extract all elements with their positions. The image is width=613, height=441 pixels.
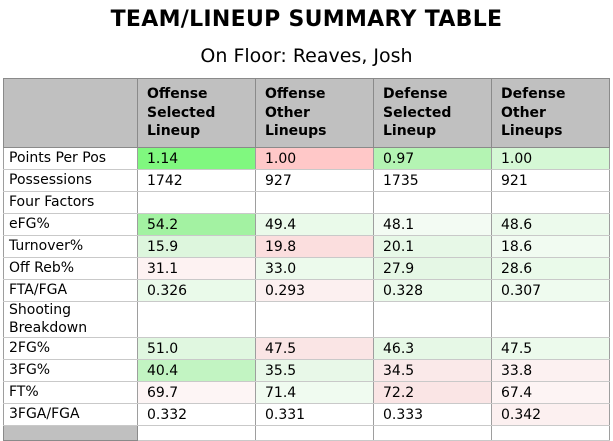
row-label: Off Reb% [3, 257, 138, 280]
stat-cell: 0.331 [255, 403, 374, 426]
stat-cell: 0.332 [137, 403, 256, 426]
stat-cell: 20.1 [373, 235, 492, 258]
column-header-defense-selected: Defense Selected Lineup [373, 78, 492, 148]
row-label: 3FG% [3, 359, 138, 382]
stat-cell: 54.2 [137, 213, 256, 236]
row-label: Turnover% [3, 235, 138, 258]
column-header-offense-selected: Offense Selected Lineup [137, 78, 256, 148]
stat-cell: 47.5 [255, 337, 374, 360]
stat-cell: 47.5 [491, 337, 610, 360]
stat-cell: 1.00 [255, 147, 374, 170]
stat-cell: 0.307 [491, 279, 610, 302]
stat-cell [491, 425, 610, 441]
section-label: Shooting Breakdown [3, 301, 138, 338]
row-label: FT% [3, 381, 138, 404]
stat-cell: 0.326 [137, 279, 256, 302]
stat-cell: 33.8 [491, 359, 610, 382]
row-label: Possessions [3, 169, 138, 192]
stat-cell [137, 301, 256, 338]
page-title: TEAM/LINEUP SUMMARY TABLE [110, 7, 503, 32]
stat-cell [255, 191, 374, 214]
stat-cell: 34.5 [373, 359, 492, 382]
clipped-next-row [3, 425, 610, 441]
table-row: Turnover% 15.9 19.8 20.1 18.6 [3, 235, 610, 258]
table-row: FT% 69.7 71.4 72.2 67.4 [3, 381, 610, 404]
table-row: 3FG% 40.4 35.5 34.5 33.8 [3, 359, 610, 382]
table-row: 2FG% 51.0 47.5 46.3 47.5 [3, 337, 610, 360]
stat-cell: 35.5 [255, 359, 374, 382]
section-label: Four Factors [3, 191, 138, 214]
stat-cell: 67.4 [491, 381, 610, 404]
section-row: Shooting Breakdown [3, 301, 610, 338]
row-label: eFG% [3, 213, 138, 236]
stat-cell [255, 425, 374, 441]
stat-cell: 51.0 [137, 337, 256, 360]
stat-cell: 0.97 [373, 147, 492, 170]
stat-cell: 48.6 [491, 213, 610, 236]
stat-cell: 0.342 [491, 403, 610, 426]
stat-cell: 69.7 [137, 381, 256, 404]
stat-cell [491, 301, 610, 338]
stat-cell: 921 [491, 169, 610, 192]
stat-cell: 33.0 [255, 257, 374, 280]
stat-cell: 27.9 [373, 257, 492, 280]
stat-cell: 1.00 [491, 147, 610, 170]
stat-cell: 0.333 [373, 403, 492, 426]
row-label: FTA/FGA [3, 279, 138, 302]
stat-cell [373, 301, 492, 338]
table-row: FTA/FGA 0.326 0.293 0.328 0.307 [3, 279, 610, 302]
stat-cell: 15.9 [137, 235, 256, 258]
stat-cell: 927 [255, 169, 374, 192]
on-floor-subtitle: On Floor: Reaves, Josh [200, 45, 413, 67]
table-row: eFG% 54.2 49.4 48.1 48.6 [3, 213, 610, 236]
stat-cell: 1742 [137, 169, 256, 192]
stat-cell: 49.4 [255, 213, 374, 236]
stat-cell: 28.6 [491, 257, 610, 280]
table-row: Points Per Pos 1.14 1.00 0.97 1.00 [3, 147, 610, 170]
stat-cell: 18.6 [491, 235, 610, 258]
stat-cell: 72.2 [373, 381, 492, 404]
stat-cell: 48.1 [373, 213, 492, 236]
stat-cell: 1.14 [137, 147, 256, 170]
stat-cell: 0.293 [255, 279, 374, 302]
column-header-offense-other: Offense Other Lineups [255, 78, 374, 148]
table-row: 3FGA/FGA 0.332 0.331 0.333 0.342 [3, 403, 610, 426]
stat-cell: 0.328 [373, 279, 492, 302]
stat-cell: 40.4 [137, 359, 256, 382]
stat-cell: 31.1 [137, 257, 256, 280]
stat-cell [137, 191, 256, 214]
row-label: Points Per Pos [3, 147, 138, 170]
table-row: Possessions 1742 927 1735 921 [3, 169, 610, 192]
corner-cell [3, 78, 138, 148]
summary-table: Offense Selected Lineup Offense Other Li… [3, 78, 610, 441]
section-row: Four Factors [3, 191, 610, 214]
stat-cell [137, 425, 256, 441]
stat-cell: 19.8 [255, 235, 374, 258]
stat-cell [255, 301, 374, 338]
stat-cell: 46.3 [373, 337, 492, 360]
stat-cell [373, 191, 492, 214]
header-row: Offense Selected Lineup Offense Other Li… [3, 78, 610, 148]
clipped-gray-cell [3, 425, 138, 441]
stat-cell [373, 425, 492, 441]
row-label: 3FGA/FGA [3, 403, 138, 426]
stat-cell: 71.4 [255, 381, 374, 404]
column-header-defense-other: Defense Other Lineups [491, 78, 610, 148]
stat-cell: 1735 [373, 169, 492, 192]
stat-cell [491, 191, 610, 214]
row-label: 2FG% [3, 337, 138, 360]
table-row: Off Reb% 31.1 33.0 27.9 28.6 [3, 257, 610, 280]
